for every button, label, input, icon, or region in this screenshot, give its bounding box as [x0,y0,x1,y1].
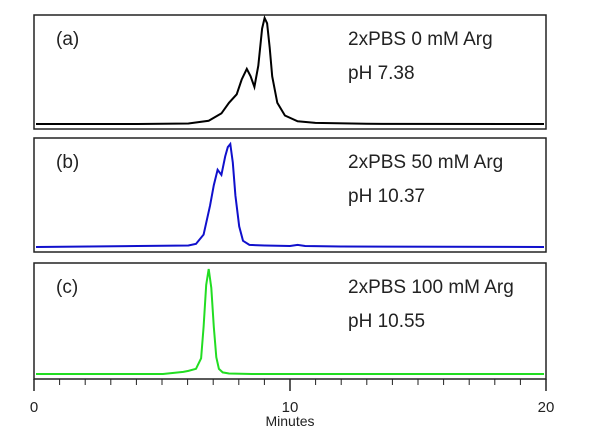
x-axis-title: Minutes [265,413,314,429]
panel-b-frame [33,137,547,253]
panel-a-ph: pH 7.38 [348,63,415,84]
panel-a-frame [33,14,547,130]
x-tick-label-20: 20 [538,399,555,416]
panel-b: (b) 2xPBS 50 mM Arg pH 10.37 [33,137,547,253]
panel-c-ph: pH 10.55 [348,311,425,332]
x-tick-label-10: 10 [282,399,299,416]
panel-a-label: (a) [56,29,79,50]
x-tick-label-0: 0 [30,399,38,416]
panel-b-trace [35,141,545,248]
panel-c-condition: 2xPBS 100 mM Arg [348,277,514,298]
panel-b-label: (b) [56,152,79,173]
x-axis-ticks [33,379,547,391]
panel-c-label: (c) [56,277,78,298]
panel-c-trace [36,268,544,375]
panel-c: (c) 2xPBS 100 mM Arg pH 10.55 [33,262,547,380]
panel-c-frame [33,262,547,380]
panel-a-condition: 2xPBS 0 mM Arg [348,29,493,50]
panel-a-trace [36,14,545,125]
panel-b-ph: pH 10.37 [348,186,425,207]
panel-b-condition: 2xPBS 50 mM Arg [348,152,503,173]
panel-a: (a) 2xPBS 0 mM Arg pH 7.38 [33,14,547,130]
